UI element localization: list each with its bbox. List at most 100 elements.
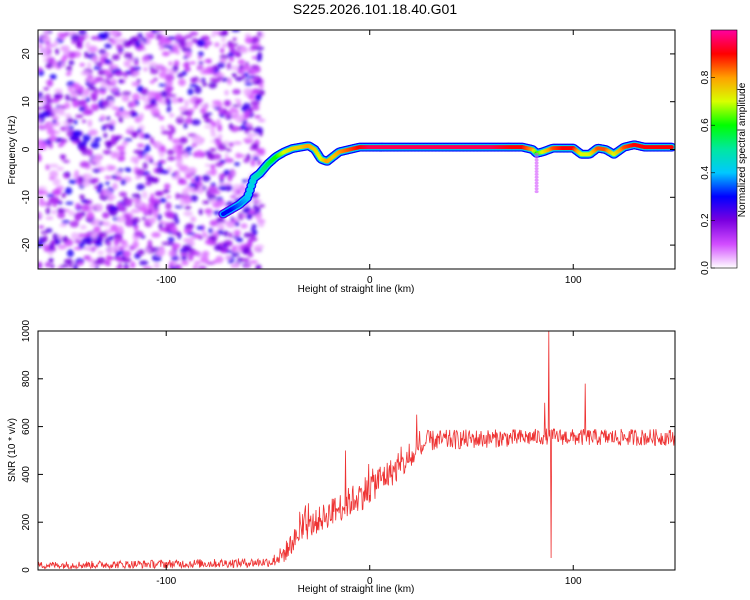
noise-blob <box>223 230 229 237</box>
snr-series-line <box>38 331 675 570</box>
noise-blob <box>212 30 217 36</box>
noise-blob <box>103 189 113 197</box>
noise-blob <box>164 73 175 82</box>
noise-blob <box>38 153 42 162</box>
noise-blob <box>38 112 48 117</box>
noise-blob <box>104 59 112 64</box>
noise-blob <box>147 208 153 216</box>
noise-blob <box>194 99 201 106</box>
noise-blob <box>228 142 234 147</box>
noise-blob <box>224 220 232 225</box>
noise-blob <box>63 258 74 265</box>
noise-blob <box>46 202 52 207</box>
noise-blob <box>184 66 191 72</box>
noise-blob <box>225 249 234 253</box>
noise-blob <box>122 242 129 249</box>
noise-blob <box>160 169 170 174</box>
noise-blob <box>105 181 110 186</box>
noise-blob <box>202 113 209 120</box>
noise-blob <box>243 72 249 77</box>
noise-blob <box>66 249 74 258</box>
noise-blob <box>56 208 66 213</box>
noise-blob <box>131 81 140 87</box>
noise-blob <box>38 91 43 97</box>
noise-blob <box>200 255 209 264</box>
noise-blob <box>218 173 225 181</box>
noise-blob <box>135 202 143 207</box>
noise-blob <box>57 244 67 250</box>
noise-blob <box>144 248 151 253</box>
noise-blob <box>121 141 129 146</box>
noise-blob <box>176 97 184 103</box>
noise-blob <box>169 225 178 233</box>
noise-blob <box>232 187 237 196</box>
noise-blob <box>248 107 253 113</box>
noise-blob <box>166 87 172 96</box>
noise-blob <box>244 122 253 127</box>
y-tick-label: 1000 <box>21 319 32 342</box>
noise-blob <box>91 55 99 63</box>
noise-blob <box>108 165 117 171</box>
noise-blob <box>142 266 153 269</box>
noise-blob <box>87 247 93 251</box>
noise-blob <box>183 122 188 129</box>
noise-blob <box>158 83 167 87</box>
noise-blob <box>149 80 155 84</box>
noise-blob <box>178 106 188 112</box>
noise-blob <box>110 151 121 159</box>
noise-blob <box>181 260 189 266</box>
noise-blob <box>118 150 126 156</box>
noise-blob <box>227 77 232 86</box>
noise-blob <box>122 72 129 77</box>
noise-blob <box>38 106 44 111</box>
noise-blob <box>151 232 161 238</box>
noise-blob <box>92 168 101 173</box>
noise-blob <box>185 146 194 150</box>
noise-blob <box>47 57 56 64</box>
noise-blob <box>75 138 81 145</box>
noise-blob <box>44 261 51 268</box>
spectrogram-y-label: Frequency (Hz) <box>7 116 18 185</box>
noise-blob <box>117 51 123 55</box>
noise-blob <box>179 136 188 144</box>
noise-blob <box>252 204 258 210</box>
trace-artifact <box>534 158 539 162</box>
noise-blob <box>143 153 150 161</box>
noise-blob <box>198 236 203 240</box>
noise-blob <box>46 128 56 136</box>
trace-segment <box>669 145 674 150</box>
noise-blob <box>209 148 217 152</box>
noise-blob <box>180 255 188 261</box>
noise-blob <box>40 36 51 42</box>
noise-blob <box>53 188 62 196</box>
noise-blob <box>80 199 89 204</box>
noise-blob <box>173 60 180 67</box>
x-tick-label: 0 <box>367 576 373 587</box>
noise-blob <box>201 250 210 257</box>
noise-blob <box>39 196 44 203</box>
noise-blob <box>60 45 70 52</box>
noise-blob <box>250 159 256 167</box>
noise-blob <box>104 123 112 128</box>
noise-blob <box>210 168 217 176</box>
noise-blob <box>65 65 73 71</box>
noise-blob <box>234 221 240 227</box>
noise-blob <box>213 244 222 251</box>
noise-blob <box>141 190 148 199</box>
noise-blob <box>96 203 104 212</box>
noise-blob <box>108 206 119 211</box>
noise-blob <box>87 86 97 91</box>
colorbar-label: Normalized spectral amplitude <box>737 82 748 217</box>
noise-blob <box>162 44 173 49</box>
noise-blob <box>187 108 195 113</box>
noise-blob <box>58 108 65 116</box>
noise-blob <box>145 104 155 108</box>
figure-title: S225.2026.101.18.40.G01 <box>293 1 457 17</box>
noise-blob <box>70 33 80 42</box>
trace-segment <box>244 195 250 200</box>
noise-blob <box>251 143 259 150</box>
noise-blob <box>43 102 52 109</box>
noise-blob <box>72 83 79 89</box>
noise-blob <box>240 223 248 229</box>
